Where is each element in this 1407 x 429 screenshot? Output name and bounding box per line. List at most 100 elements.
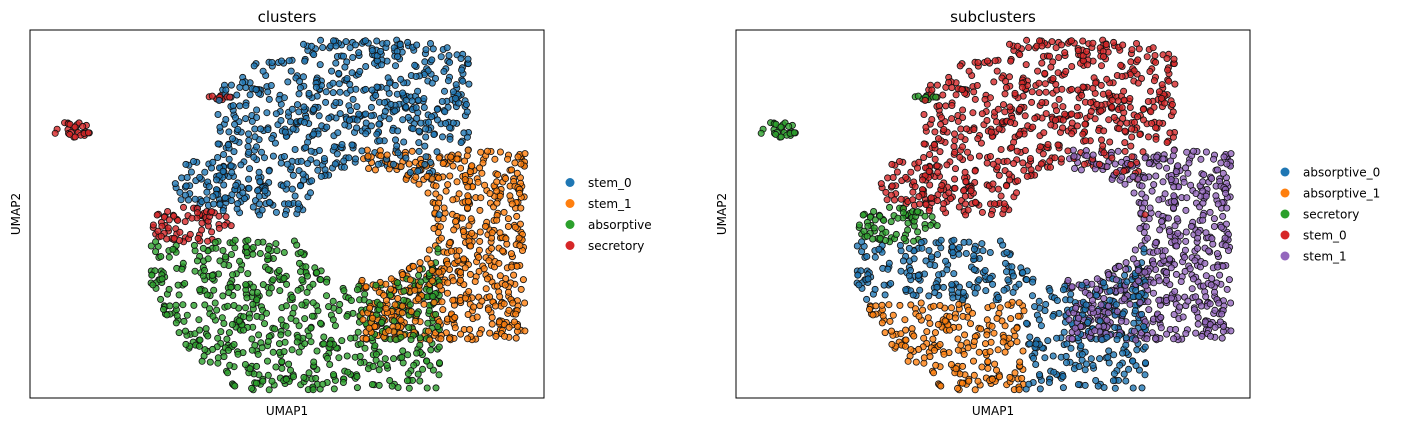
- scatter-point: [916, 286, 924, 294]
- scatter-point: [287, 67, 295, 75]
- scatter-point: [1147, 108, 1155, 116]
- scatter-point: [1141, 268, 1149, 276]
- scatter-point: [435, 268, 443, 276]
- scatter-point: [505, 306, 513, 314]
- scatter-point: [1127, 160, 1135, 168]
- scatter-point: [1222, 189, 1230, 197]
- scatter-point: [1126, 104, 1134, 112]
- scatter-point: [882, 228, 890, 236]
- scatter-point: [1023, 172, 1031, 180]
- scatter-point: [344, 368, 352, 376]
- scatter-point: [1064, 147, 1072, 155]
- scatter-point: [1016, 51, 1024, 59]
- scatter-point: [1049, 352, 1057, 360]
- scatter-point: [194, 234, 202, 242]
- scatter-point: [1006, 176, 1014, 184]
- scatter-point: [362, 283, 370, 291]
- scatter-point: [1007, 315, 1015, 323]
- scatter-point: [409, 125, 417, 133]
- scatter-point: [269, 152, 277, 160]
- scatter-point: [308, 312, 316, 320]
- scatter-point: [481, 222, 489, 230]
- scatter-point: [1177, 277, 1185, 285]
- scatter-point: [319, 380, 327, 388]
- scatter-point: [1042, 88, 1050, 96]
- scatter-point: [496, 272, 504, 280]
- scatter-point: [943, 161, 951, 169]
- scatter-point: [1094, 382, 1102, 390]
- scatter-point: [521, 299, 529, 307]
- scatter-point: [201, 301, 209, 309]
- scatter-point: [372, 92, 380, 100]
- scatter-point: [261, 187, 269, 195]
- scatter-point: [1122, 265, 1130, 273]
- scatter-point: [356, 67, 364, 75]
- scatter-point: [393, 279, 401, 287]
- scatter-point: [348, 141, 356, 149]
- scatter-point: [445, 52, 453, 60]
- scatter-point: [1027, 166, 1035, 174]
- scatter-point: [1040, 129, 1048, 137]
- scatter-point: [255, 192, 263, 200]
- scatter-point: [987, 210, 995, 218]
- scatter-point: [1189, 275, 1197, 283]
- scatter-point: [451, 217, 459, 225]
- scatter-point: [938, 181, 946, 189]
- scatter-point: [1217, 159, 1225, 167]
- scatter-point: [402, 154, 410, 162]
- scatter-point: [923, 328, 931, 336]
- scatter-point: [404, 38, 412, 46]
- scatter-point: [331, 322, 339, 330]
- scatter-point: [389, 160, 397, 168]
- scatter-point: [921, 212, 929, 220]
- scatter-point: [1218, 334, 1226, 342]
- scatter-point: [1025, 44, 1033, 52]
- scatter-point: [451, 313, 459, 321]
- scatter-point: [886, 203, 894, 211]
- scatter-point: [1206, 300, 1214, 308]
- scatter-point: [224, 369, 232, 377]
- scatter-point: [400, 138, 408, 146]
- scatter-point: [229, 271, 237, 279]
- legend-marker: [1280, 188, 1290, 198]
- scatter-point: [462, 101, 470, 109]
- scatter-point: [1037, 160, 1045, 168]
- scatter-point: [264, 245, 272, 253]
- chart-title: clusters: [258, 8, 317, 26]
- scatter-point: [964, 344, 972, 352]
- scatter-point: [993, 118, 1001, 126]
- scatter-point: [332, 99, 340, 107]
- scatter-point: [397, 333, 405, 341]
- scatter-point: [910, 255, 918, 263]
- scatter-point: [451, 324, 459, 332]
- scatter-point: [323, 123, 331, 131]
- scatter-point: [220, 261, 228, 269]
- scatter-point: [916, 200, 924, 208]
- scatter-point: [940, 126, 948, 134]
- scatter-point: [1093, 285, 1101, 293]
- scatter-point: [1131, 118, 1139, 126]
- scatter-point: [1223, 160, 1231, 168]
- scatter-point: [166, 302, 174, 310]
- scatter-point: [214, 153, 222, 161]
- scatter-point: [203, 291, 211, 299]
- scatter-point: [999, 338, 1007, 346]
- scatter-point: [1105, 271, 1113, 279]
- scatter-point: [198, 357, 206, 365]
- scatter-point: [362, 63, 370, 71]
- scatter-point: [983, 331, 991, 339]
- scatter-point: [408, 147, 416, 155]
- scatter-point: [288, 185, 296, 193]
- scatter-point: [1087, 107, 1095, 115]
- scatter-point: [299, 176, 307, 184]
- scatter-point: [222, 213, 230, 221]
- scatter-point: [1074, 86, 1082, 94]
- scatter-point: [245, 184, 253, 192]
- scatter-point: [1030, 354, 1038, 362]
- scatter-point: [165, 216, 173, 224]
- scatter-point: [220, 150, 228, 158]
- scatter-point: [1201, 259, 1209, 267]
- scatter-point: [1114, 97, 1122, 105]
- scatter-point: [943, 266, 951, 274]
- scatter-point: [283, 160, 291, 168]
